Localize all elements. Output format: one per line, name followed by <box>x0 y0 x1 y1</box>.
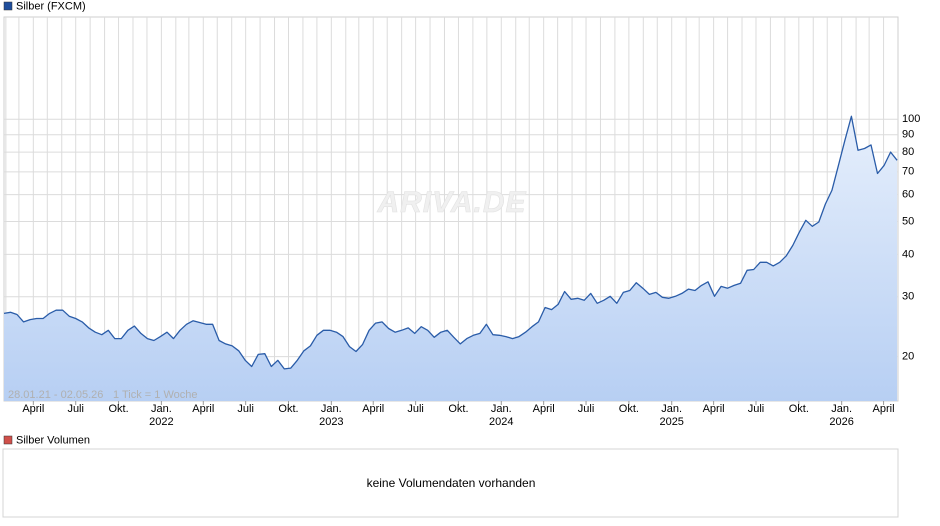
x-tick-label: Jan. <box>831 403 852 415</box>
area-fill <box>4 116 898 402</box>
chart-title: Silber (FXCM) <box>16 0 86 12</box>
x-tick-label: Juli <box>748 403 765 415</box>
x-tick-label: Okt. <box>278 403 298 415</box>
volume-title: Silber Volumen <box>16 434 90 446</box>
x-tick-label: Okt. <box>789 403 809 415</box>
x-year-label: 2024 <box>489 416 513 428</box>
volume-note: keine Volumendaten vorhanden <box>367 476 536 490</box>
x-tick-label: Okt. <box>619 403 639 415</box>
x-year-label: 2025 <box>659 416 683 428</box>
x-tick-label: Jan. <box>321 403 342 415</box>
labels-layer: 20 30 40 50 60 70 80 90 100 April Juli Okt. Jan. Apri… <box>22 113 920 428</box>
x-year-label: 2022 <box>149 416 173 428</box>
x-tick-label: April <box>22 403 44 415</box>
x-tick-label: April <box>192 403 214 415</box>
y-tick-label: 90 <box>902 129 914 141</box>
y-tick-label: 30 <box>902 291 914 303</box>
x-tick-label: April <box>362 403 384 415</box>
volume-panel <box>2 448 899 518</box>
series-layer <box>3 115 898 402</box>
tick-note: 1 Tick = 1 Woche <box>113 389 197 401</box>
y-tick-label: 100 <box>902 113 920 125</box>
y-tick-label: 50 <box>902 215 914 227</box>
x-tick-label: Juli <box>67 403 84 415</box>
x-tick-label: Okt. <box>448 403 468 415</box>
x-tick-label: April <box>703 403 725 415</box>
x-year-label: 2023 <box>319 416 343 428</box>
y-tick-label: 40 <box>902 248 914 260</box>
legend-swatch <box>3 1 13 11</box>
y-tick-label: 70 <box>902 166 914 178</box>
legend-swatch <box>3 435 13 445</box>
x-tick-label: Jan. <box>661 403 682 415</box>
price-line <box>3 115 898 370</box>
watermark: ARIVA.DE <box>376 186 526 219</box>
x-tick-label: Okt. <box>108 403 128 415</box>
x-year-label: 2026 <box>829 416 853 428</box>
x-tick-label: April <box>873 403 895 415</box>
x-tick-label: Juli <box>407 403 424 415</box>
x-tick-label: Juli <box>237 403 254 415</box>
x-tick-label: Juli <box>578 403 595 415</box>
y-tick-label: 80 <box>902 146 914 158</box>
x-tick-label: Jan. <box>491 403 512 415</box>
y-tick-label: 20 <box>902 350 914 362</box>
range-note: 28.01.21 - 02.05.26 <box>8 389 103 401</box>
y-tick-label: 60 <box>902 188 914 200</box>
x-tick-label: Jan. <box>151 403 172 415</box>
x-tick-label: April <box>533 403 555 415</box>
